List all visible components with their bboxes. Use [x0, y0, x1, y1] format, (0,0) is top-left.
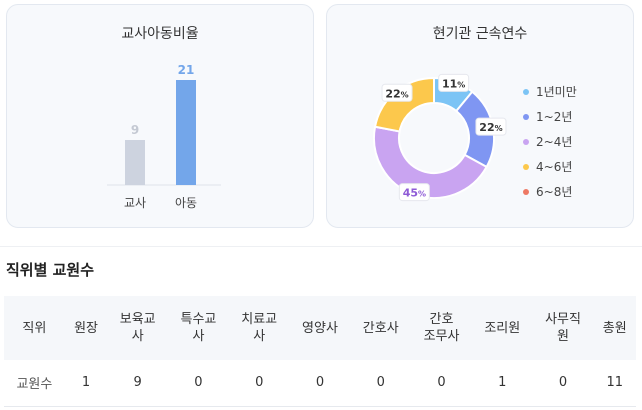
staff-section-title: 직위별 교원수	[6, 261, 95, 279]
table-cell: 0	[532, 360, 594, 407]
bar-1	[176, 80, 196, 185]
tenure-card: 현기관 근속연수 11% 22% 45% 22% 1년미만 1~2년 2~4년 4~6년 6~…	[326, 4, 634, 228]
donut-label-0: 11%	[438, 73, 470, 92]
legend-dot-icon	[523, 163, 529, 170]
table-cell: 0	[289, 360, 351, 407]
legend-item-0: 1년미만	[523, 79, 577, 104]
legend-dot-icon	[523, 113, 529, 120]
tenure-card-title: 현기관 근속연수	[432, 26, 528, 42]
svg-text:45%: 45%	[403, 187, 426, 200]
bar-category-label-1: 아동	[175, 196, 197, 210]
table-cell: 11	[593, 360, 636, 407]
table-header-cell: 직위	[4, 296, 65, 360]
legend-label: 4~6년	[536, 160, 573, 174]
table-row-label: 교원수	[4, 360, 65, 407]
table-header-cell: 보육교 사	[107, 296, 169, 360]
bar-0	[125, 140, 145, 185]
table-header-cell: 치료교 사	[228, 296, 290, 360]
donut-slice-3	[373, 76, 435, 133]
table-cell: 0	[350, 360, 412, 407]
svg-text:11%: 11%	[442, 77, 465, 90]
table-header-cell: 원장	[64, 296, 108, 360]
legend-label: 6~8년	[536, 185, 573, 199]
donut-label-2: 45%	[398, 183, 430, 202]
table-header-cell: 간호 조무사	[411, 296, 472, 360]
legend-dot-icon	[523, 138, 529, 145]
donut-label-3: 22%	[381, 83, 413, 102]
legend-dot-icon	[523, 88, 529, 95]
bar-value-label-1: 21	[178, 63, 195, 77]
staff-count-table: 직위 원장 보육교 사 특수교 사 치료교 사 영양사 간호사 간호 조무사 조리원 사무직 원 총원 교원수…	[4, 296, 636, 407]
table-header-row: 직위 원장 보육교 사 특수교 사 치료교 사 영양사 간호사 간호 조무사 조리원 사무직 원 총원	[4, 296, 636, 360]
legend-label: 2~4년	[536, 135, 573, 149]
section-divider	[0, 246, 642, 247]
legend-dot-icon	[523, 188, 529, 195]
table-cell: 0	[228, 360, 290, 407]
tenure-donut-chart: 11% 22% 45% 22%	[373, 73, 507, 202]
legend-item-4: 6~8년	[523, 179, 577, 204]
table-cell: 1	[471, 360, 533, 407]
table-header-cell: 조리원	[471, 296, 533, 360]
donut-label-1: 22%	[475, 117, 507, 136]
ratio-bar-chart: 9 교사 21 아동	[107, 63, 221, 210]
table-row: 교원수 1 9 0 0 0 0 0 1 0 11	[4, 360, 636, 407]
table-header-cell: 간호사	[350, 296, 412, 360]
bar-value-label-0: 9	[131, 123, 139, 137]
table-header-cell: 총원	[593, 296, 636, 360]
table-header-cell: 사무직 원	[532, 296, 594, 360]
legend-item-2: 2~4년	[523, 129, 577, 154]
teacher-child-ratio-card: 교사아동비율 9 교사 21 아동	[6, 4, 314, 228]
legend-label: 1~2년	[536, 110, 573, 124]
bar-category-label-0: 교사	[124, 196, 146, 210]
table-header-cell: 특수교 사	[168, 296, 229, 360]
legend-item-3: 4~6년	[523, 154, 577, 179]
table-cell: 9	[107, 360, 169, 407]
table-cell: 0	[168, 360, 229, 407]
donut-slice-2	[373, 125, 488, 199]
table-cell: 1	[64, 360, 108, 407]
table-cell: 0	[411, 360, 472, 407]
ratio-card-title: 교사아동비율	[121, 26, 199, 42]
tenure-legend: 1년미만 1~2년 2~4년 4~6년 6~8년	[523, 79, 577, 204]
table-header-cell: 영양사	[289, 296, 351, 360]
svg-text:22%: 22%	[479, 121, 502, 134]
svg-text:22%: 22%	[385, 87, 408, 100]
legend-item-1: 1~2년	[523, 104, 577, 129]
legend-label: 1년미만	[536, 85, 577, 99]
